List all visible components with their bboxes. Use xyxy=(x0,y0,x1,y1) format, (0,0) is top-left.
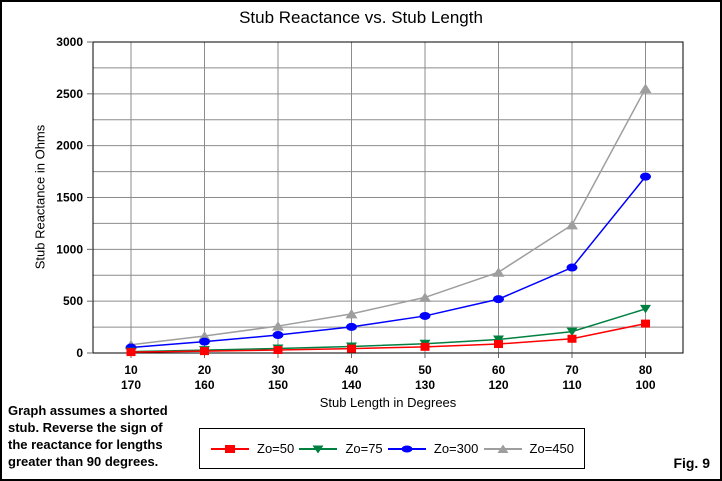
svg-text:70: 70 xyxy=(565,363,579,377)
chart-title: Stub Reactance vs. Stub Length xyxy=(239,8,483,27)
svg-text:2500: 2500 xyxy=(56,87,83,101)
legend-label-zo75: Zo=75 xyxy=(345,441,383,456)
axis-ticks xyxy=(87,41,646,358)
svg-text:40: 40 xyxy=(345,363,359,377)
svg-text:0: 0 xyxy=(76,346,83,360)
legend-label-zo50: Zo=50 xyxy=(257,441,295,456)
figure-number: Fig. 9 xyxy=(673,455,710,471)
svg-text:80: 80 xyxy=(639,363,653,377)
svg-text:1500: 1500 xyxy=(56,191,83,205)
svg-text:3000: 3000 xyxy=(56,35,83,49)
svg-text:110: 110 xyxy=(562,378,582,392)
series-zo-50 xyxy=(126,319,650,357)
svg-text:50: 50 xyxy=(418,363,432,377)
legend-item-zo300: Zo=300 xyxy=(387,441,478,456)
svg-text:2000: 2000 xyxy=(56,139,83,153)
svg-text:10: 10 xyxy=(124,363,138,377)
ellipse-marker-icon xyxy=(387,445,426,452)
annotation-note: Graph assumes a shorted stub. Reverse th… xyxy=(8,403,168,469)
svg-text:500: 500 xyxy=(63,294,83,308)
x-axis-title: Stub Length in Degrees xyxy=(319,395,457,410)
legend-item-zo50: Zo=50 xyxy=(210,441,294,456)
svg-text:20: 20 xyxy=(198,363,212,377)
svg-text:160: 160 xyxy=(194,378,214,392)
triangle-down-marker-icon xyxy=(299,445,338,453)
svg-text:130: 130 xyxy=(415,378,435,392)
svg-text:60: 60 xyxy=(492,363,506,377)
series-zo-450 xyxy=(125,83,652,350)
svg-text:100: 100 xyxy=(635,378,655,392)
svg-text:120: 120 xyxy=(488,378,508,392)
svg-text:140: 140 xyxy=(341,378,361,392)
legend-box: Zo=50 Zo=75 Zo=300 Zo=450 xyxy=(199,428,585,469)
legend-item-zo450: Zo=450 xyxy=(483,441,574,456)
square-marker-icon xyxy=(211,444,249,453)
legend-label-zo300: Zo=300 xyxy=(433,441,479,456)
svg-text:30: 30 xyxy=(271,363,285,377)
gridlines xyxy=(93,42,683,353)
legend-item-zo75: Zo=75 xyxy=(298,441,383,456)
svg-text:1000: 1000 xyxy=(56,242,83,256)
svg-text:170: 170 xyxy=(121,378,141,392)
legend-label-zo450: Zo=450 xyxy=(529,441,574,456)
series-zo-300 xyxy=(125,172,651,352)
triangle-up-marker-icon xyxy=(483,444,522,453)
svg-text:150: 150 xyxy=(268,378,288,392)
